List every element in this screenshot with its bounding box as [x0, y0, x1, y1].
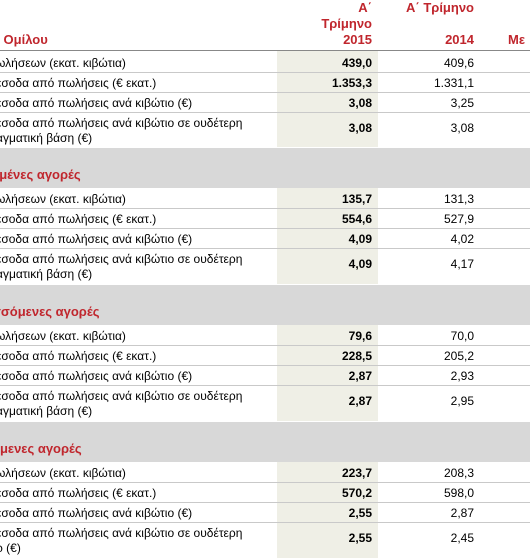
section-title: όμενες αγορές	[0, 441, 82, 456]
value-2015: 228,5	[280, 349, 372, 363]
row-label: έσοδα από πωλήσεις (€ εκατ.)	[0, 349, 276, 363]
row-label: έσοδα από πωλήσεις (€ εκατ.)	[0, 486, 276, 500]
value-2014: 3,25	[382, 96, 474, 110]
row-divider	[0, 208, 530, 209]
value-2014: 527,9	[382, 212, 474, 226]
value-2014: 3,08	[382, 121, 474, 135]
value-2014: 4,17	[382, 257, 474, 271]
value-2015: 439,0	[280, 56, 372, 70]
value-2015: 2,55	[280, 506, 372, 520]
value-2015: 223,7	[280, 466, 372, 480]
value-2014: 409,6	[382, 56, 474, 70]
row-divider	[0, 345, 530, 346]
value-2015: 2,87	[280, 394, 372, 408]
col-header-2015-line3: 2015	[288, 32, 372, 48]
value-2015: 1.353,3	[280, 76, 372, 90]
value-2015: 2,55	[280, 531, 372, 545]
value-2015: 79,6	[280, 329, 372, 343]
row-label: έσοδα από πωλήσεις (€ εκατ.)	[0, 76, 276, 90]
row-label: έσοδα από πωλήσεις ανά κιβώτιο σε ουδέτε…	[0, 526, 276, 540]
value-2015: 3,08	[280, 96, 372, 110]
row-label: έσοδα από πωλήσεις ανά κιβώτιο (€)	[0, 96, 276, 110]
value-2015: 2,87	[280, 369, 372, 383]
value-2014: 4,02	[382, 232, 474, 246]
col-header-2015: Α΄ Τρίμηνο 2015	[288, 0, 372, 48]
row-divider	[0, 112, 530, 113]
row-divider	[0, 228, 530, 229]
value-2014: 205,2	[382, 349, 474, 363]
row-divider	[0, 482, 530, 483]
row-label: ωλήσεων (εκατ. κιβώτια)	[0, 466, 276, 480]
row-divider	[0, 72, 530, 73]
value-2014: 131,3	[382, 192, 474, 206]
row-divider	[0, 92, 530, 93]
row-label: ωλήσεων (εκατ. κιβώτια)	[0, 192, 276, 206]
value-2014: 70,0	[382, 329, 474, 343]
value-2015: 135,7	[280, 192, 372, 206]
section-title: γμένες αγορές	[0, 167, 81, 182]
section-title: σσόμενες αγορές	[0, 304, 99, 319]
col-header-right-partial: Με	[508, 32, 525, 48]
col-header-2015-line2: Τρίμηνο	[288, 16, 372, 32]
value-2015: 554,6	[280, 212, 372, 226]
col-header-2014: Α΄ Τρίμηνο 2014	[382, 0, 474, 48]
row-label: έσοδα από πωλήσεις ανά κιβώτιο (€)	[0, 232, 276, 246]
value-2015: 4,09	[280, 257, 372, 271]
value-2015: 3,08	[280, 121, 372, 135]
row-label: έσοδα από πωλήσεις ανά κιβώτιο (€)	[0, 506, 276, 520]
value-2014: 2,93	[382, 369, 474, 383]
value-2015: 4,09	[280, 232, 372, 246]
col-header-2015-line1: Α΄	[288, 0, 372, 16]
row-label-line2: αγματική βάση (€)	[0, 404, 276, 418]
row-divider	[0, 502, 530, 503]
value-2014: 2,45	[382, 531, 474, 545]
row-label: έσοδα από πωλήσεις ανά κιβώτιο σε ουδέτε…	[0, 116, 276, 130]
row-label: έσοδα από πωλήσεις ανά κιβώτιο σε ουδέτε…	[0, 389, 276, 403]
col-header-2014-line3: 2014	[382, 32, 474, 48]
row-label: ωλήσεων (εκατ. κιβώτια)	[0, 56, 276, 70]
value-2014: 598,0	[382, 486, 474, 500]
row-label: έσοδα από πωλήσεις (€ εκατ.)	[0, 212, 276, 226]
row-divider	[0, 365, 530, 366]
row-divider	[0, 385, 530, 386]
row-divider	[0, 248, 530, 249]
value-2014: 1.331,1	[382, 76, 474, 90]
group-label: ο Ομίλου	[0, 32, 48, 48]
row-label: έσοδα από πωλήσεις ανά κιβώτιο σε ουδέτε…	[0, 252, 276, 266]
value-2014: 2,87	[382, 506, 474, 520]
row-divider	[0, 522, 530, 523]
row-label-line2: αγματική βάση (€)	[0, 267, 276, 281]
col-header-2014-line1: Α΄ Τρίμηνο	[382, 0, 474, 16]
row-label: ωλήσεων (εκατ. κιβώτια)	[0, 329, 276, 343]
row-label-line2: ρ (€)	[0, 541, 276, 555]
value-2014: 208,3	[382, 466, 474, 480]
value-2014: 2,95	[382, 394, 474, 408]
row-label-line2: αγματική βάση (€)	[0, 131, 276, 145]
value-2015: 570,2	[280, 486, 372, 500]
row-label: έσοδα από πωλήσεις ανά κιβώτιο (€)	[0, 369, 276, 383]
header-divider	[0, 50, 530, 51]
